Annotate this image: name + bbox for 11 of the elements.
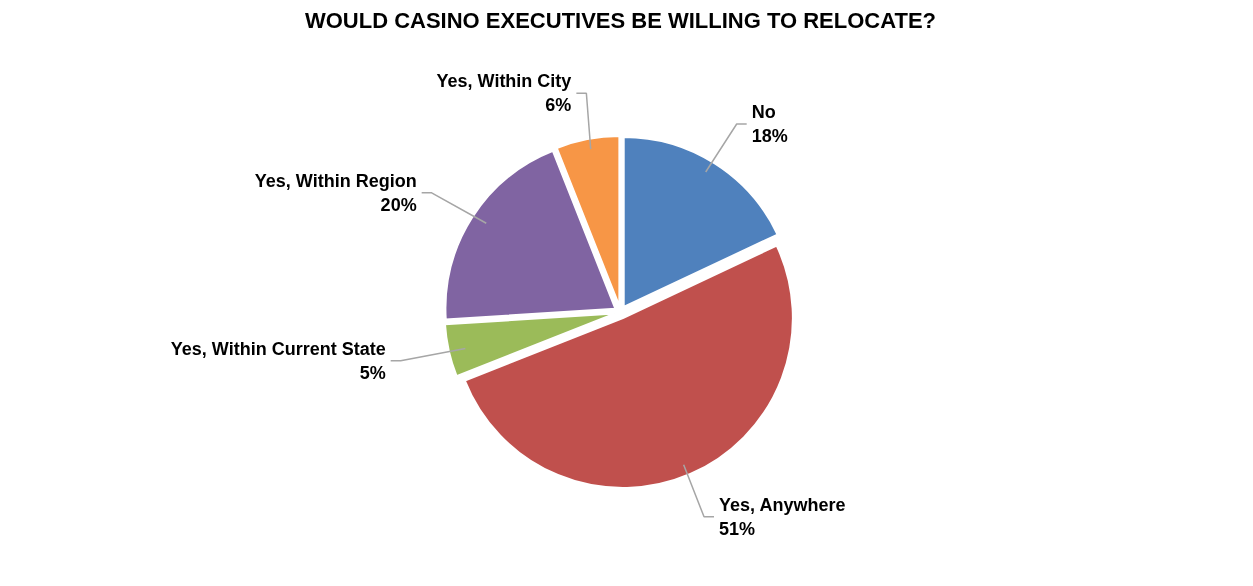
data-label: 5% xyxy=(359,362,386,383)
slice-label: Yes, Anywhere xyxy=(719,494,846,515)
data-label: 20% xyxy=(380,194,417,215)
slice-label: Yes, Within Region xyxy=(254,170,417,191)
slice-label: No xyxy=(751,102,776,123)
slice-label: Yes, Within City xyxy=(436,71,572,92)
data-label: 6% xyxy=(545,95,572,116)
slice-label: Yes, Within Current State xyxy=(170,338,386,359)
data-label: 18% xyxy=(751,126,788,147)
data-label: 51% xyxy=(719,518,756,539)
chart-title: WOULD CASINO EXECUTIVES BE WILLING TO RELOCATE? xyxy=(304,7,937,33)
